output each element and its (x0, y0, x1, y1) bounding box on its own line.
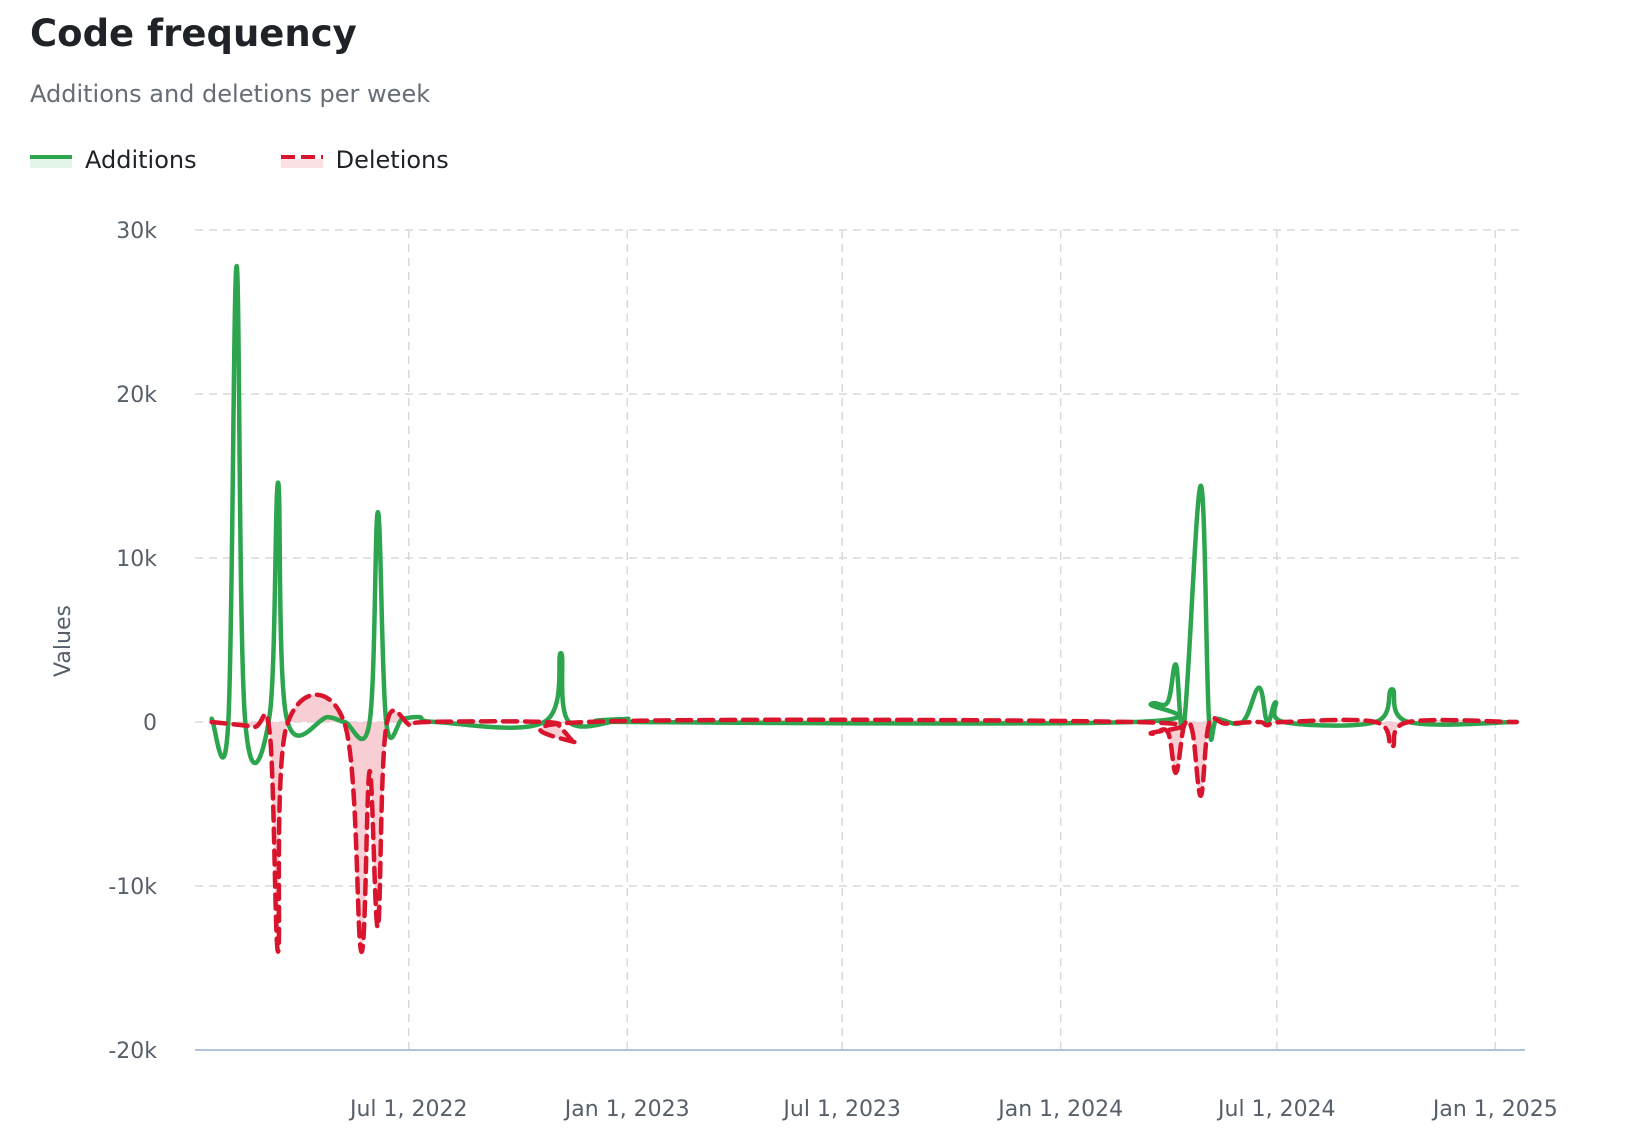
series-lines (209, 263, 1519, 954)
legend: Additions Deletions (30, 146, 533, 174)
legend-label-deletions: Deletions (335, 146, 449, 174)
y-axis-title: Values (51, 605, 76, 677)
legend-swatch-deletions (280, 155, 323, 168)
x-tick-label: Jul 1, 2022 (348, 1097, 468, 1122)
chart-subtitle: Additions and deletions per week (30, 80, 431, 108)
y-tick-label: 10k (116, 547, 157, 572)
y-tick-label: 30k (116, 219, 157, 244)
legend-item-deletions[interactable]: Deletions (280, 146, 449, 174)
series-area-deletions (211, 694, 1517, 952)
x-tick-label: Jul 1, 2023 (781, 1097, 901, 1122)
y-tick-label: 20k (116, 383, 157, 408)
x-tick-label: Jan 1, 2025 (1431, 1097, 1558, 1122)
grid-lines (195, 229, 1525, 1050)
x-tick-label: Jul 1, 2024 (1216, 1097, 1336, 1122)
chart-title: Code frequency (30, 12, 357, 55)
legend-item-additions[interactable]: Additions (30, 146, 197, 174)
legend-swatch-additions (30, 155, 72, 168)
y-tick-label: -10k (108, 875, 157, 900)
legend-label-additions: Additions (85, 146, 197, 174)
series-line-additions (209, 263, 1519, 766)
x-tick-label: Jan 1, 2024 (996, 1097, 1123, 1122)
series-line-deletions (209, 692, 1519, 954)
y-tick-label: 0 (143, 711, 157, 736)
axes: 30k 20k 10k 0 -10k -20k Jul 1, 2022 Jan 1, 2023… (108, 219, 1557, 1122)
x-tick-label: Jan 1, 2023 (563, 1097, 690, 1122)
y-tick-label: -20k (108, 1039, 157, 1064)
series-areas (211, 694, 1517, 952)
